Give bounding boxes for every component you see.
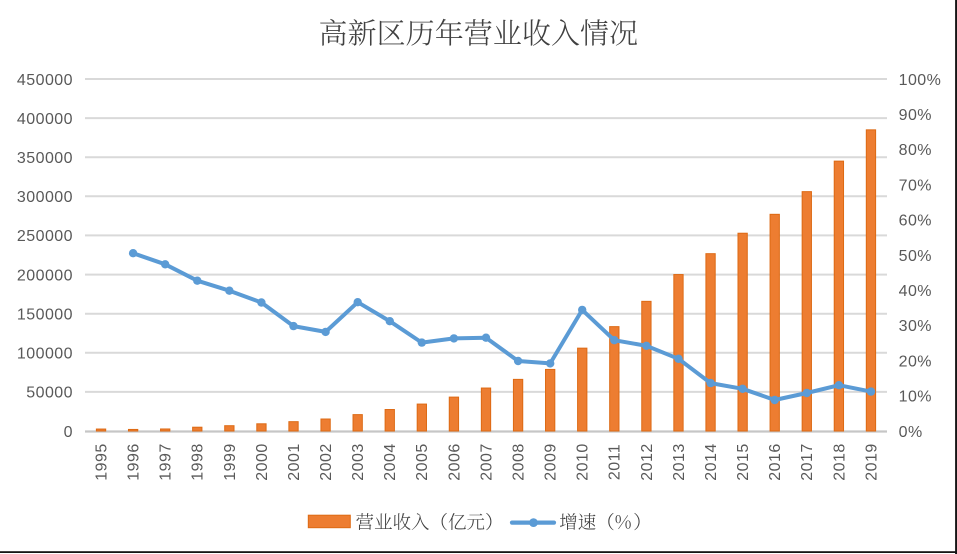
svg-text:2015: 2015 [735, 443, 752, 480]
svg-text:2005: 2005 [414, 443, 431, 480]
svg-text:1996: 1996 [126, 443, 143, 480]
svg-text:2009: 2009 [543, 443, 560, 480]
svg-text:100000: 100000 [17, 346, 73, 363]
svg-text:0%: 0% [899, 424, 923, 441]
svg-text:300000: 300000 [17, 189, 73, 206]
svg-text:1999: 1999 [222, 443, 239, 480]
svg-text:2006: 2006 [446, 443, 463, 480]
svg-text:450000: 450000 [17, 72, 73, 89]
svg-text:2002: 2002 [318, 443, 335, 480]
svg-text:250000: 250000 [17, 228, 73, 245]
svg-text:80%: 80% [899, 142, 932, 159]
svg-text:2012: 2012 [639, 443, 656, 480]
svg-text:200000: 200000 [17, 267, 73, 284]
svg-text:1995: 1995 [93, 443, 110, 480]
svg-text:2001: 2001 [286, 443, 303, 480]
svg-text:2016: 2016 [767, 443, 784, 480]
svg-text:100%: 100% [899, 72, 942, 89]
svg-text:2014: 2014 [703, 443, 720, 480]
svg-text:90%: 90% [899, 107, 932, 124]
svg-text:2000: 2000 [254, 443, 271, 480]
svg-text:2004: 2004 [382, 443, 399, 480]
svg-text:50000: 50000 [26, 385, 73, 402]
svg-text:40%: 40% [899, 283, 932, 300]
svg-text:60%: 60% [899, 213, 932, 230]
svg-text:10%: 10% [899, 389, 932, 406]
svg-text:400000: 400000 [17, 111, 73, 128]
svg-text:2007: 2007 [478, 443, 495, 480]
svg-text:2018: 2018 [831, 443, 848, 480]
svg-text:70%: 70% [899, 177, 932, 194]
svg-text:2013: 2013 [671, 443, 688, 480]
svg-text:50%: 50% [899, 248, 932, 265]
svg-text:0: 0 [64, 424, 73, 441]
svg-text:1998: 1998 [190, 443, 207, 480]
svg-text:2008: 2008 [511, 443, 528, 480]
svg-text:2019: 2019 [863, 443, 880, 480]
svg-text:150000: 150000 [17, 307, 73, 324]
svg-text:2010: 2010 [575, 443, 592, 480]
svg-text:350000: 350000 [17, 150, 73, 167]
svg-text:1997: 1997 [158, 443, 175, 480]
svg-text:2003: 2003 [350, 443, 367, 480]
svg-text:2017: 2017 [799, 443, 816, 480]
svg-text:20%: 20% [899, 353, 932, 370]
svg-text:2011: 2011 [607, 444, 624, 480]
svg-text:30%: 30% [899, 318, 932, 335]
